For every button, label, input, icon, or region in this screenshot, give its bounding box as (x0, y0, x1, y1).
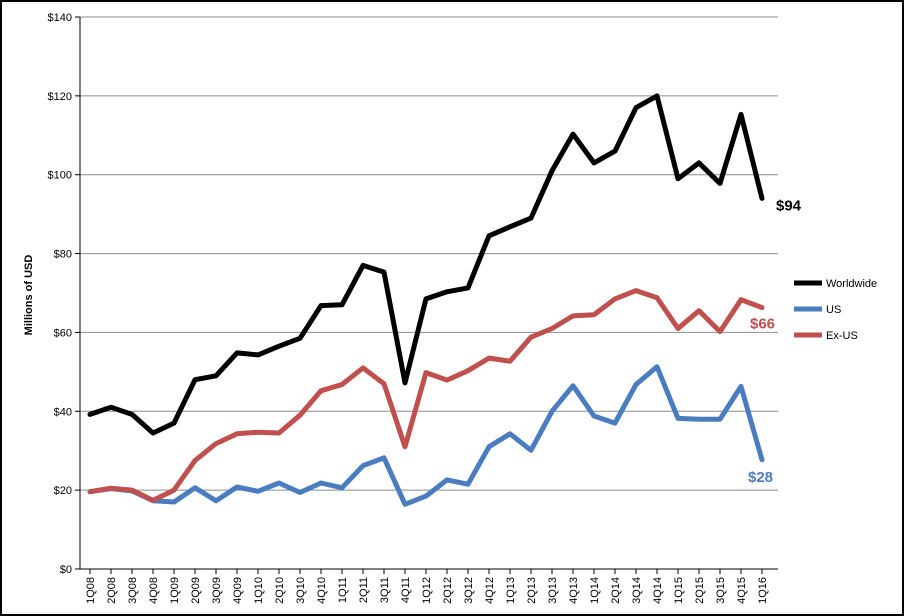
y-tick-label: $60 (54, 327, 72, 339)
x-tick-label: 2Q08 (106, 577, 118, 604)
x-tick-label: 1Q12 (421, 577, 433, 604)
y-axis-label: Millions of USD (23, 255, 35, 336)
x-tick-label: 1Q10 (253, 577, 265, 604)
x-tick-label: 3Q10 (295, 577, 307, 604)
x-tick-label: 2Q10 (274, 577, 286, 604)
gridlines (80, 16, 778, 491)
x-tick-label: 4Q14 (652, 577, 664, 604)
legend-label: US (826, 304, 841, 316)
end-value-label: $28 (748, 469, 773, 486)
y-tick-label: $40 (54, 406, 72, 418)
x-tick-label: 3Q13 (547, 577, 559, 604)
y-tick-label: $100 (48, 170, 72, 182)
y-tick-label: $20 (54, 485, 72, 497)
x-tick-label: 2Q12 (442, 577, 454, 604)
x-tick-label: 4Q12 (484, 577, 496, 604)
y-tick-label: $80 (54, 249, 72, 261)
x-tick-label: 3Q14 (631, 577, 643, 604)
x-tick-label: 2Q09 (190, 577, 202, 604)
x-tick-label: 4Q13 (568, 577, 580, 604)
series-line-us (87, 364, 765, 507)
x-tick-label: 2Q15 (694, 577, 706, 604)
end-value-label: $94 (776, 197, 802, 214)
x-tick-label: 1Q14 (589, 577, 601, 604)
x-tick-label: 1Q09 (169, 577, 181, 604)
series-lines (87, 93, 765, 507)
x-tick-label: 3Q15 (715, 577, 727, 604)
x-axis: 1Q08 2Q08 3Q08 4Q08 1Q09 2Q09 3Q09 4Q09 1Q10 2Q10… (80, 568, 778, 604)
x-tick-label: 2Q13 (526, 577, 538, 604)
end-value-label: $66 (750, 316, 775, 333)
y-axis: $0 $20 $40 $60 $80 $100 $120 $140 (48, 12, 81, 576)
x-tick-label: 1Q16 (757, 577, 769, 604)
x-tick-label: 3Q08 (127, 577, 139, 604)
x-tick-label: 1Q15 (673, 577, 685, 604)
legend: Worldwide US Ex-US (794, 278, 877, 342)
x-tick-label: 4Q09 (232, 577, 244, 604)
x-tick-label: 3Q09 (211, 577, 223, 604)
x-tick-label: 1Q11 (337, 577, 349, 603)
x-tick-label: 3Q11 (379, 577, 391, 603)
y-tick-label: $0 (60, 564, 72, 576)
x-tick-label: 4Q11 (400, 577, 412, 603)
legend-label: Ex-US (826, 330, 858, 342)
x-tick-label: 1Q13 (505, 577, 517, 604)
x-tick-label: 1Q08 (85, 577, 97, 604)
legend-label: Worldwide (826, 278, 877, 290)
x-tick-label: 3Q12 (463, 577, 475, 604)
x-tick-label: 2Q11 (358, 577, 370, 603)
y-tick-label: $140 (48, 12, 72, 24)
x-tick-label: 2Q14 (610, 577, 622, 604)
x-tick-label: 4Q10 (316, 577, 328, 604)
y-tick-label: $120 (48, 91, 72, 103)
x-tick-label: 4Q08 (148, 577, 160, 604)
end-labels: $94 $28 $66 (748, 197, 802, 485)
series-line-ex-us (87, 288, 765, 503)
x-tick-label: 4Q15 (736, 577, 748, 604)
series-line-worldwide (87, 93, 765, 436)
